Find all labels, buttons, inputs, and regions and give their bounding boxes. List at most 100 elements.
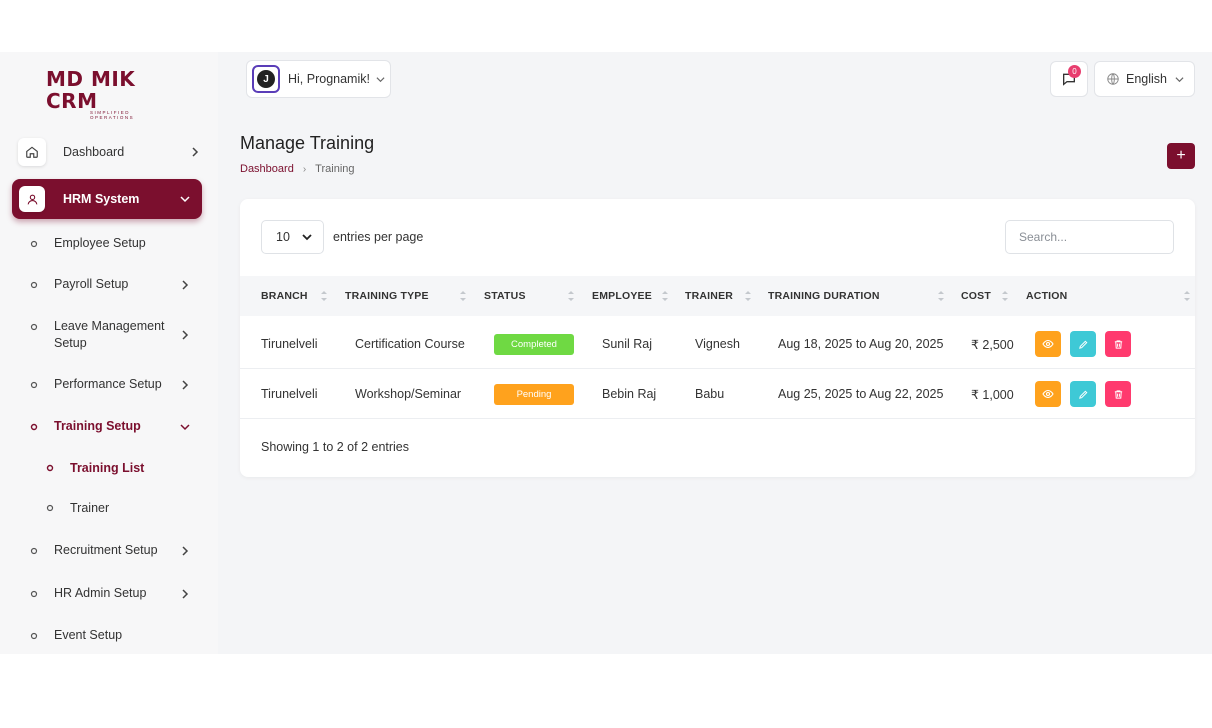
sidebar-item-label: Performance Setup — [54, 377, 162, 391]
chevron-right-icon — [188, 145, 202, 159]
cell-employee: Sunil Raj — [602, 337, 653, 351]
delete-button[interactable] — [1105, 331, 1131, 357]
view-button[interactable] — [1035, 381, 1061, 407]
cell-cost: ₹ 1,000 — [971, 387, 1014, 402]
sidebar-item-trainer[interactable]: Trainer — [46, 501, 109, 515]
cell-training-type: Workshop/Seminar — [355, 387, 462, 401]
pencil-icon — [1078, 340, 1087, 349]
sidebar-item-label: HRM System — [63, 192, 140, 206]
table-info: Showing 1 to 2 of 2 entries — [261, 440, 410, 454]
column-header-employee[interactable]: EMPLOYEE — [592, 290, 652, 302]
sidebar-item-performance-setup[interactable]: Performance Setup — [30, 376, 192, 393]
bullet-icon — [46, 464, 54, 472]
sidebar-item-event-setup[interactable]: Event Setup — [30, 627, 192, 644]
entries-per-page-select[interactable]: 10 — [261, 220, 324, 254]
table-row: Tirunelveli Certification Course Complet… — [240, 319, 1195, 369]
breadcrumb-current: Training — [315, 163, 355, 175]
cell-training-duration: Aug 18, 2025 to Aug 20, 2025 — [778, 337, 944, 351]
edit-button[interactable] — [1070, 331, 1096, 357]
breadcrumb-home-link[interactable]: Dashboard — [240, 163, 294, 175]
column-header-status[interactable]: STATUS — [484, 290, 526, 302]
sidebar-item-dashboard[interactable]: Dashboard — [18, 136, 202, 168]
cell-branch: Tirunelveli — [261, 387, 318, 401]
sidebar-item-hrm-system[interactable]: HRM System — [12, 179, 202, 219]
column-header-cost[interactable]: COST — [961, 290, 991, 302]
table-row: Tirunelveli Workshop/Seminar Pending Beb… — [240, 369, 1195, 419]
bullet-icon — [30, 323, 38, 331]
cell-training-duration: Aug 25, 2025 to Aug 22, 2025 — [778, 387, 944, 401]
sidebar-item-recruitment-setup[interactable]: Recruitment Setup — [30, 542, 192, 559]
sidebar-item-label: Dashboard — [63, 145, 125, 159]
sidebar-item-payroll-setup[interactable]: Payroll Setup — [30, 276, 192, 293]
avatar-letter: J — [257, 70, 275, 88]
entries-per-page-value: 10 — [276, 230, 290, 244]
sidebar-item-training-list[interactable]: Training List — [46, 461, 144, 475]
column-header-trainer[interactable]: TRAINER — [685, 290, 734, 302]
cell-training-type: Certification Course — [355, 337, 465, 351]
bullet-icon — [30, 632, 38, 639]
edit-button[interactable] — [1070, 381, 1096, 407]
sidebar-item-employee-setup[interactable]: Employee Setup — [30, 235, 192, 252]
add-training-button[interactable]: + — [1167, 143, 1195, 169]
sidebar-item-label: Training Setup — [54, 419, 141, 433]
sort-icon — [1184, 291, 1190, 301]
app-window: MD MIK CRM SIMPLIFIED OPERATIONS Dashboa… — [0, 52, 1212, 654]
notification-button[interactable]: 0 — [1050, 61, 1088, 97]
globe-icon — [1107, 73, 1119, 85]
bullet-icon — [46, 504, 54, 512]
column-header-training-duration[interactable]: TRAINING DURATION — [768, 290, 880, 302]
sidebar-item-label: Trainer — [70, 501, 110, 515]
chevron-right-icon — [178, 328, 192, 342]
sidebar-item-hr-admin-setup[interactable]: HR Admin Setup — [30, 585, 192, 602]
status-badge: Pending — [494, 383, 574, 405]
sort-icon — [460, 291, 466, 301]
sort-icon — [1002, 291, 1008, 301]
sidebar-item-label: Payroll Setup — [54, 277, 129, 291]
sidebar-item-label: Event Setup — [54, 628, 123, 642]
avatar: J — [252, 65, 280, 93]
view-button[interactable] — [1035, 331, 1061, 357]
sidebar-item-label: Employee Setup — [54, 236, 146, 250]
column-header-branch[interactable]: BRANCH — [261, 290, 308, 302]
row-actions — [1035, 369, 1140, 419]
chevron-right-icon — [178, 278, 192, 292]
bullet-icon — [30, 240, 38, 247]
sidebar-item-label: Training List — [70, 461, 145, 475]
bullet-icon — [30, 281, 38, 288]
logo-text: MD MIK CRM — [46, 67, 136, 113]
chevron-right-icon — [178, 544, 192, 558]
trash-icon — [1114, 389, 1122, 399]
sidebar-item-label: Recruitment Setup — [54, 543, 158, 557]
breadcrumb-separator-icon: › — [302, 163, 307, 175]
table-header: BRANCH TRAINING TYPE STATUS EMPLOYEE TRA… — [240, 276, 1195, 316]
user-menu-button[interactable]: J Hi, Prognamik! — [246, 60, 391, 98]
delete-button[interactable] — [1105, 381, 1131, 407]
language-selector[interactable]: English — [1094, 61, 1195, 97]
cell-trainer: Vignesh — [695, 337, 740, 351]
brand-logo[interactable]: MD MIK CRM SIMPLIFIED OPERATIONS — [46, 68, 176, 120]
sidebar-item-leave-management-setup[interactable]: Leave Management Setup — [30, 318, 192, 352]
cell-trainer: Babu — [695, 387, 725, 401]
column-header-action: ACTION — [1026, 290, 1068, 302]
column-header-training-type[interactable]: TRAINING TYPE — [345, 290, 429, 302]
logo-tagline: SIMPLIFIED OPERATIONS — [90, 110, 135, 120]
eye-icon — [1042, 389, 1054, 399]
search-input[interactable] — [1005, 220, 1174, 254]
bullet-icon — [30, 381, 38, 388]
page-title: Manage Training — [240, 133, 375, 153]
home-icon — [18, 138, 46, 166]
user-icon — [19, 186, 45, 212]
sort-icon — [938, 291, 944, 301]
chevron-down-icon — [300, 230, 314, 244]
chevron-down-icon — [178, 192, 192, 206]
bullet-icon — [30, 547, 38, 554]
sidebar-item-training-setup[interactable]: Training Setup — [30, 418, 192, 435]
sidebar-item-label: HR Admin Setup — [54, 586, 147, 600]
trash-icon — [1114, 339, 1122, 349]
chevron-right-icon — [178, 587, 192, 601]
pencil-icon — [1078, 390, 1087, 399]
eye-icon — [1042, 339, 1054, 349]
cell-employee: Bebin Raj — [602, 387, 657, 401]
training-table-card: 10 entries per page BRANCH TRAINING TYPE… — [240, 199, 1195, 477]
sort-icon — [321, 291, 327, 301]
